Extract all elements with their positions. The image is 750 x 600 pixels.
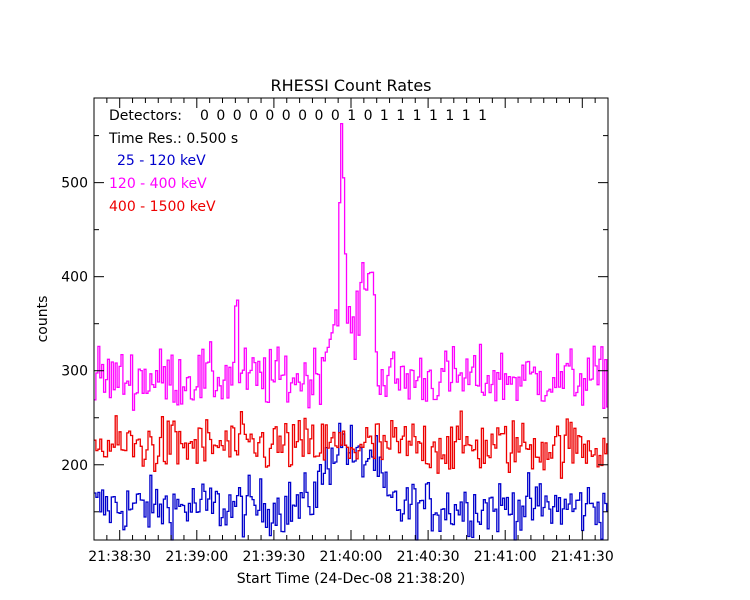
detectors-flags: 0 0 0 0 0 0 0 0 0 1 0 1 1 1 1 1 1 1 [200,108,488,124]
legend-entry: 400 - 1500 keV [109,199,216,215]
legend-entry: 120 - 400 keV [109,176,207,192]
time-resolution: Time Res.: 0.500 s [108,131,238,147]
x-tick-label: 21:39:00 [165,549,228,565]
x-tick-label: 21:38:30 [88,549,151,565]
y-tick-label: 400 [61,270,88,286]
plot-frame [93,97,609,541]
x-tick-label: 21:40:30 [397,549,460,565]
x-axis: 21:38:30 21:39:00 21:39:30 21:40:00 21:40:30… [88,98,614,565]
y-tick-label: 300 [61,364,88,380]
x-tick-label: 21:39:30 [242,549,305,565]
legend: 25 - 120 keV 120 - 400 keV 400 - 1500 keV [109,153,216,215]
x-tick-label: 21:40:00 [320,549,383,565]
x-axis-label: Start Time (24-Dec-08 21:38:20) [237,571,465,587]
x-tick-label: 21:41:30 [551,549,614,565]
y-tick-label: 500 [61,176,88,192]
series-line-1 [94,422,608,541]
chart-title: RHESSI Count Rates [271,76,432,95]
series-line-3 [94,410,608,479]
x-tick-label: 21:41:00 [474,549,537,565]
detectors-label: Detectors: [109,108,182,124]
series-line-2 [94,122,608,411]
series-layer [94,122,608,541]
y-axis-label: counts [35,296,51,343]
y-tick-label: 200 [61,458,88,474]
legend-entry: 25 - 120 keV [117,153,206,169]
y-axis: 200 300 400 500 [61,135,608,513]
